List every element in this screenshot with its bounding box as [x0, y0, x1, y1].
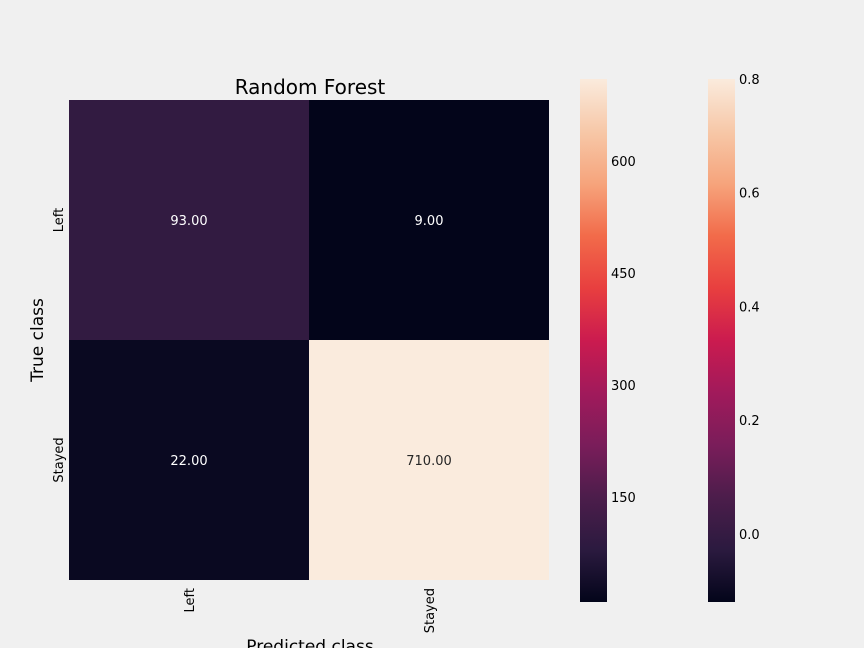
- colorbar-tick-label: 0.4: [739, 300, 760, 315]
- cell-value-label: 9.00: [415, 214, 444, 229]
- heatmap-cell-labels: 93.00 9.00 22.00 710.00: [170, 214, 451, 469]
- heatmap-cells: [69, 100, 549, 580]
- y-tick-label: Left: [52, 208, 67, 232]
- y-tick-labels: Left Stayed: [52, 208, 67, 483]
- colorbar-2: [708, 79, 735, 602]
- heatmap-cell: [69, 100, 309, 340]
- y-tick-label: Stayed: [52, 437, 67, 482]
- colorbar-tick-label: 600: [611, 155, 636, 170]
- x-axis-label: Predicted class: [246, 637, 374, 648]
- x-tick-labels: Left Stayed: [183, 588, 438, 633]
- colorbar-2-ticks: 0.0 0.2 0.4 0.6 0.8: [739, 73, 760, 543]
- heatmap-cell: [69, 340, 309, 580]
- colorbar-tick-label: 150: [611, 491, 636, 506]
- colorbar-1: [580, 79, 607, 602]
- y-axis-label: True class: [28, 298, 48, 383]
- colorbar-tick-label: 0.8: [739, 73, 760, 88]
- heatmap-cell: [309, 340, 549, 580]
- cell-value-label: 710.00: [406, 454, 452, 469]
- colorbar-tick-label: 0.0: [739, 528, 760, 543]
- colorbar-tick-label: 300: [611, 379, 636, 394]
- cell-value-label: 22.00: [170, 454, 207, 469]
- x-tick-label: Left: [183, 588, 198, 612]
- cell-value-label: 93.00: [170, 214, 207, 229]
- colorbar-1-ticks: 150 300 450 600: [611, 155, 636, 506]
- chart-title: Random Forest: [235, 75, 386, 99]
- x-tick-label: Stayed: [423, 588, 438, 633]
- colorbar-tick-label: 0.2: [739, 414, 760, 429]
- colorbar-tick-label: 0.6: [739, 187, 760, 202]
- heatmap-cell: [309, 100, 549, 340]
- colorbar-tick-label: 450: [611, 267, 636, 282]
